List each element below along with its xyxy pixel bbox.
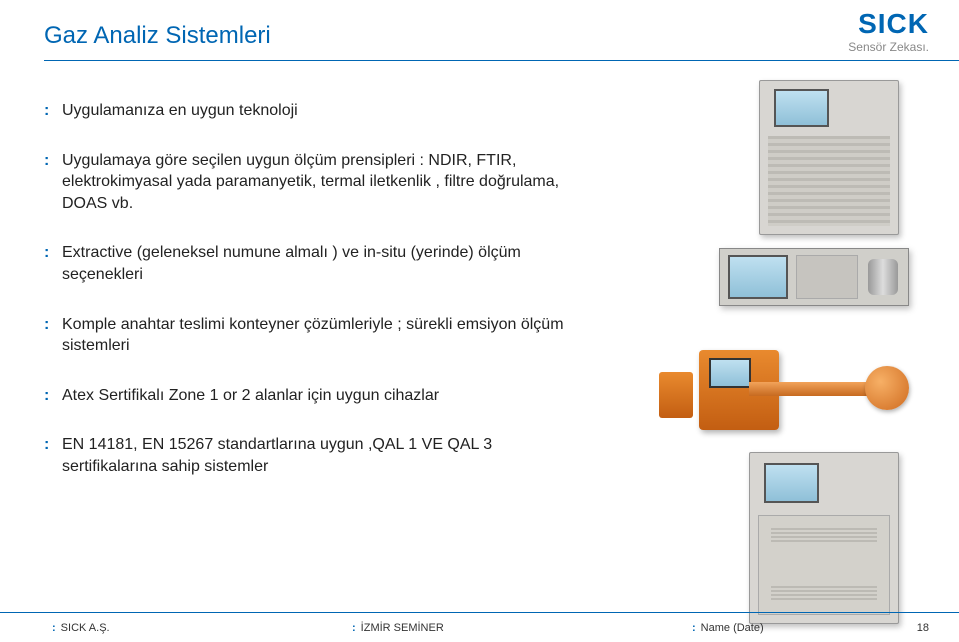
bullet-text: Uygulamanıza en uygun teknoloji <box>62 100 564 122</box>
device-screen-icon <box>728 255 788 299</box>
title-rule <box>44 60 959 61</box>
footer-company: SICK A.Ş. <box>61 622 110 634</box>
device-screen-icon <box>764 463 819 503</box>
device-screen-icon <box>774 89 829 127</box>
rack-panel <box>796 255 858 299</box>
bullet-icon: : <box>692 622 696 634</box>
footer-center: : İZMİR SEMİNER <box>340 622 444 634</box>
probe-flange <box>865 366 909 410</box>
analyzer-cabinet-image <box>749 452 899 624</box>
footer-author: Name (Date) <box>701 622 764 634</box>
rack-cylinder <box>868 259 898 295</box>
list-item: : Atex Sertifikalı Zone 1 or 2 alanlar i… <box>44 385 564 407</box>
slide-footer: : SICK A.Ş. : İZMİR SEMİNER : Name (Date… <box>0 612 959 642</box>
footer-event: İZMİR SEMİNER <box>361 622 444 634</box>
bullet-icon: : <box>44 314 62 357</box>
footer-left: : SICK A.Ş. <box>40 622 110 634</box>
slide: SICK Sensör Zekası. Gaz Analiz Sistemler… <box>0 0 959 642</box>
bullet-icon: : <box>44 385 62 407</box>
list-item: : Extractive (geleneksel numune almalı )… <box>44 242 564 285</box>
page-number: 18 <box>917 622 929 634</box>
bullet-icon: : <box>52 622 56 634</box>
bullet-text: Extractive (geleneksel numune almalı ) v… <box>62 242 564 285</box>
bullet-icon: : <box>44 242 62 285</box>
bullet-icon: : <box>44 100 62 122</box>
footer-right: : Name (Date) <box>680 622 764 634</box>
probe-tube <box>749 382 869 396</box>
cabinet-vents <box>768 136 890 226</box>
slide-title: Gaz Analiz Sistemleri <box>44 22 929 50</box>
bullet-text: Uygulamaya göre seçilen uygun ölçüm pren… <box>62 150 564 215</box>
bullet-text: Komple anahtar teslimi konteyner çözümle… <box>62 314 564 357</box>
door-vent <box>771 528 877 542</box>
product-images <box>599 80 919 560</box>
probe-accessory <box>659 372 693 418</box>
cabinet-door <box>758 515 890 615</box>
bullet-icon: : <box>44 150 62 215</box>
bullet-text: Atex Sertifikalı Zone 1 or 2 alanlar içi… <box>62 385 564 407</box>
bullet-list: : Uygulamanıza en uygun teknoloji : Uygu… <box>44 100 564 506</box>
list-item: : EN 14181, EN 15267 standartlarına uygu… <box>44 434 564 477</box>
slide-header: Gaz Analiz Sistemleri <box>44 22 929 82</box>
device-screen-icon <box>709 358 751 388</box>
rack-analyzer-image <box>719 248 909 306</box>
in-situ-probe-image <box>659 332 909 442</box>
analyzer-cabinet-image <box>759 80 899 235</box>
list-item: : Uygulamanıza en uygun teknoloji <box>44 100 564 122</box>
door-vent <box>771 586 877 600</box>
list-item: : Uygulamaya göre seçilen uygun ölçüm pr… <box>44 150 564 215</box>
list-item: : Komple anahtar teslimi konteyner çözüm… <box>44 314 564 357</box>
bullet-icon: : <box>44 434 62 477</box>
bullet-icon: : <box>352 622 356 634</box>
bullet-text: EN 14181, EN 15267 standartlarına uygun … <box>62 434 564 477</box>
